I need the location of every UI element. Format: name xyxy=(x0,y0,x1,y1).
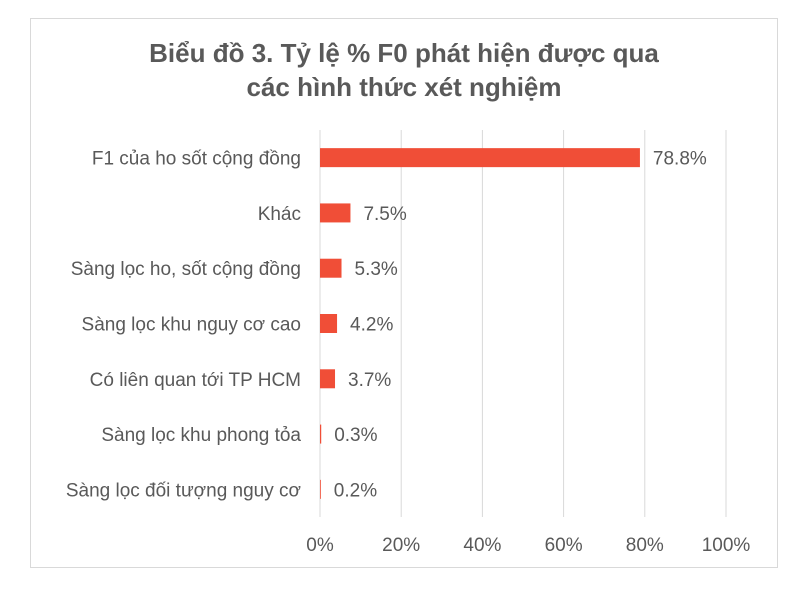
chart-title-line-2: các hình thức xét nghiệm xyxy=(246,72,562,102)
value-label: 78.8% xyxy=(653,149,707,170)
category-label: Sàng lọc khu phong tỏa xyxy=(101,425,301,446)
x-tick-label: 80% xyxy=(626,535,664,556)
category-label: Sàng lọc đối tượng nguy cơ xyxy=(66,480,301,501)
chart-title: Biểu đồ 3. Tỷ lệ % F0 phát hiện được qua… xyxy=(30,36,778,104)
x-tick-label: 0% xyxy=(306,535,334,556)
category-label: Sàng lọc khu nguy cơ cao xyxy=(82,315,301,336)
value-label: 0.3% xyxy=(334,425,377,446)
x-tick-label: 100% xyxy=(702,535,751,556)
category-label: Có liên quan tới TP HCM xyxy=(90,370,301,391)
category-label: Khác xyxy=(258,204,301,225)
bar xyxy=(320,479,321,499)
value-label: 0.2% xyxy=(334,480,377,501)
bar xyxy=(320,148,640,168)
bar xyxy=(320,203,351,223)
value-label: 4.2% xyxy=(350,315,393,336)
chart-title-line-1: Biểu đồ 3. Tỷ lệ % F0 phát hiện được qua xyxy=(149,38,659,68)
bar xyxy=(320,258,342,278)
value-label: 3.7% xyxy=(348,370,391,391)
bar xyxy=(320,314,338,333)
x-tick-label: 40% xyxy=(463,535,501,556)
x-tick-label: 60% xyxy=(545,535,583,556)
bar xyxy=(320,369,336,389)
chart-frame xyxy=(30,18,778,568)
value-label: 7.5% xyxy=(363,204,406,225)
category-label: Sàng lọc ho, sốt cộng đồng xyxy=(71,259,301,280)
category-label: F1 của ho sốt cộng đồng xyxy=(92,149,301,170)
bar xyxy=(320,424,322,444)
value-label: 5.3% xyxy=(355,259,398,280)
x-tick-label: 20% xyxy=(382,535,420,556)
